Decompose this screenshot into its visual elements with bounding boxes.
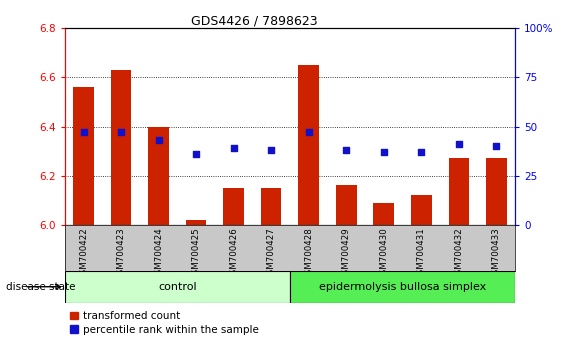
Bar: [111, 70, 131, 225]
Point: [417, 149, 426, 155]
Point: [454, 141, 463, 147]
Text: epidermolysis bullosa simplex: epidermolysis bullosa simplex: [319, 282, 486, 292]
Text: GSM700423: GSM700423: [117, 227, 126, 280]
Bar: [486, 159, 507, 225]
Text: GSM700425: GSM700425: [191, 227, 200, 280]
Bar: [73, 87, 94, 225]
Point: [117, 130, 126, 135]
Text: GSM700430: GSM700430: [379, 227, 388, 280]
Text: control: control: [158, 282, 196, 292]
Bar: [224, 188, 244, 225]
Point: [79, 130, 88, 135]
Text: GSM700432: GSM700432: [454, 227, 463, 280]
Text: GSM700431: GSM700431: [417, 227, 426, 280]
Text: disease state: disease state: [6, 282, 75, 292]
Bar: [148, 126, 169, 225]
Bar: [336, 185, 356, 225]
Point: [267, 147, 276, 153]
Point: [191, 151, 200, 157]
Text: GSM700427: GSM700427: [267, 227, 276, 280]
Point: [342, 147, 351, 153]
Bar: [449, 159, 469, 225]
Text: GSM700429: GSM700429: [342, 227, 351, 280]
Bar: [298, 65, 319, 225]
Point: [154, 137, 163, 143]
Text: GSM700422: GSM700422: [79, 227, 88, 280]
Point: [492, 143, 501, 149]
Bar: [65, 271, 290, 303]
Text: GSM700424: GSM700424: [154, 227, 163, 280]
Point: [229, 145, 238, 151]
Text: GSM700426: GSM700426: [229, 227, 238, 280]
Title: GDS4426 / 7898623: GDS4426 / 7898623: [191, 14, 317, 27]
Legend: transformed count, percentile rank within the sample: transformed count, percentile rank withi…: [70, 312, 260, 335]
Bar: [186, 220, 207, 225]
Text: GSM700433: GSM700433: [492, 227, 501, 280]
Bar: [261, 188, 282, 225]
Bar: [290, 271, 515, 303]
Point: [379, 149, 388, 155]
Bar: [411, 195, 432, 225]
Bar: [373, 203, 394, 225]
Text: GSM700428: GSM700428: [304, 227, 313, 280]
Point: [304, 130, 313, 135]
